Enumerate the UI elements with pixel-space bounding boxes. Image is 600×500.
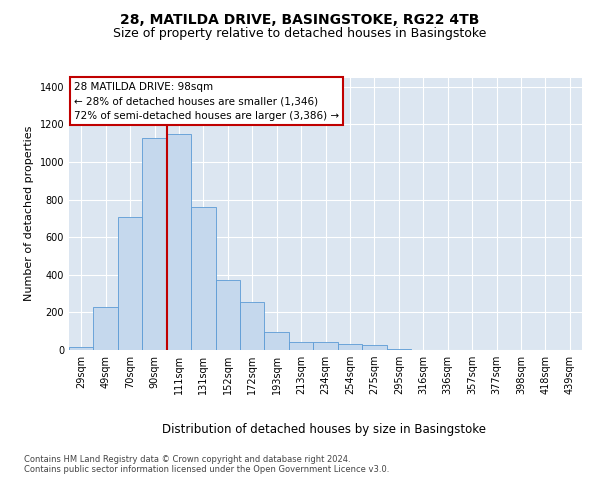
Bar [94, 307, 118, 350]
Text: Contains HM Land Registry data © Crown copyright and database right 2024.
Contai: Contains HM Land Registry data © Crown c… [24, 455, 389, 474]
Bar [118, 216, 142, 350]
Bar [362, 346, 386, 350]
Text: Distribution of detached houses by size in Basingstoke: Distribution of detached houses by size … [162, 422, 486, 436]
Text: 28, MATILDA DRIVE, BASINGSTOKE, RG22 4TB: 28, MATILDA DRIVE, BASINGSTOKE, RG22 4TB [121, 12, 479, 26]
Bar [338, 344, 362, 350]
Bar [265, 332, 289, 350]
Bar [191, 207, 215, 350]
Bar [167, 134, 191, 350]
Text: 28 MATILDA DRIVE: 98sqm
← 28% of detached houses are smaller (1,346)
72% of semi: 28 MATILDA DRIVE: 98sqm ← 28% of detache… [74, 82, 339, 121]
Y-axis label: Number of detached properties: Number of detached properties [24, 126, 34, 302]
Bar [142, 138, 167, 350]
Text: Size of property relative to detached houses in Basingstoke: Size of property relative to detached ho… [113, 28, 487, 40]
Bar [386, 349, 411, 350]
Bar [240, 302, 265, 350]
Bar [289, 342, 313, 350]
Bar [69, 347, 94, 350]
Bar [215, 280, 240, 350]
Bar [313, 342, 338, 350]
